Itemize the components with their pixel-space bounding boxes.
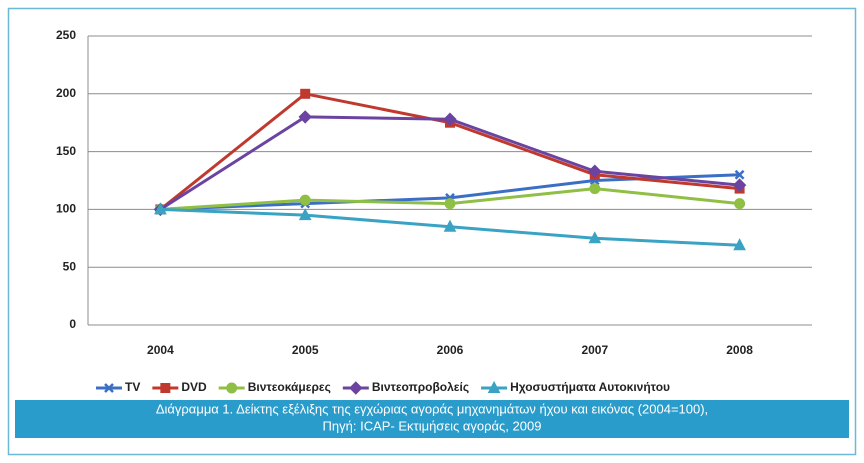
legend-label: Βιντεοπροβολείς bbox=[372, 380, 469, 394]
data-point bbox=[298, 110, 312, 124]
data-point bbox=[443, 112, 457, 126]
data-point bbox=[734, 169, 745, 180]
x-tick-label: 2005 bbox=[292, 343, 319, 357]
legend-marker bbox=[104, 383, 114, 393]
data-point bbox=[733, 238, 746, 251]
legend-marker bbox=[349, 381, 363, 395]
legend-marker bbox=[226, 382, 238, 394]
y-tick-label: 250 bbox=[56, 28, 76, 42]
legend-label: DVD bbox=[181, 380, 207, 394]
x-tick-label: 2008 bbox=[726, 343, 753, 357]
data-point bbox=[299, 194, 311, 206]
x-tick-label: 2007 bbox=[581, 343, 608, 357]
legend-marker bbox=[160, 383, 171, 393]
legend-label: Ηχοσυστήματα Αυτοκινήτου bbox=[510, 380, 670, 394]
data-point bbox=[588, 231, 602, 244]
caption-box bbox=[15, 400, 849, 438]
data-point bbox=[589, 183, 601, 195]
data-point bbox=[443, 219, 457, 232]
y-tick-label: 50 bbox=[63, 259, 77, 273]
y-tick-label: 100 bbox=[56, 202, 76, 216]
legend-label: TV bbox=[125, 380, 140, 394]
data-point bbox=[444, 198, 456, 210]
data-point bbox=[300, 88, 311, 99]
caption-line: Διάγραμμα 1. Δείκτης εξέλιξης της εγχώρι… bbox=[156, 401, 708, 416]
legend-label: Βιντεοκάμερες bbox=[248, 380, 331, 394]
x-tick-label: 2004 bbox=[147, 343, 174, 357]
x-tick-label: 2006 bbox=[437, 343, 464, 357]
y-tick-label: 150 bbox=[56, 144, 76, 158]
legend-marker bbox=[487, 380, 501, 393]
data-point bbox=[734, 198, 746, 210]
frame bbox=[7, 7, 857, 456]
data-point bbox=[732, 178, 747, 192]
caption-line: Πηγή: ICAP- Εκτιμήσεις αγοράς, 2009 bbox=[323, 418, 542, 433]
data-point bbox=[298, 208, 312, 221]
y-tick-label: 200 bbox=[56, 86, 76, 100]
y-tick-label: 0 bbox=[69, 317, 76, 331]
data-point bbox=[588, 164, 602, 178]
data-point bbox=[154, 202, 167, 215]
